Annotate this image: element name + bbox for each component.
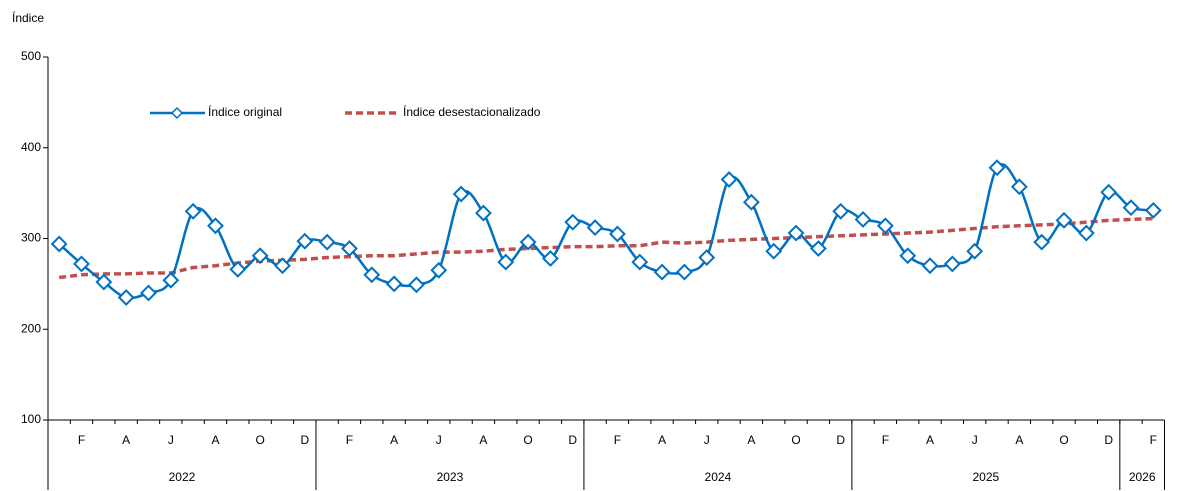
marker xyxy=(408,276,425,294)
x-tick-label: D xyxy=(1104,433,1113,447)
marker xyxy=(1122,199,1140,217)
legend-label: Índice original xyxy=(208,104,282,119)
marker xyxy=(1100,183,1118,201)
x-tick-label: J xyxy=(704,433,710,447)
marker xyxy=(631,253,649,271)
marker xyxy=(720,171,738,188)
marker xyxy=(430,261,448,279)
marker xyxy=(229,260,247,278)
year-label: 2022 xyxy=(169,470,196,484)
marker xyxy=(274,257,291,275)
y-tick-label: 400 xyxy=(21,140,41,154)
marker xyxy=(318,233,336,251)
marker xyxy=(765,242,783,260)
marker xyxy=(184,202,202,220)
marker xyxy=(251,247,269,265)
x-tick-label: O xyxy=(523,433,532,447)
x-tick-label: F xyxy=(1150,433,1157,447)
marker xyxy=(921,257,939,275)
marker xyxy=(653,263,671,281)
marker xyxy=(1033,233,1051,251)
x-tick-label: F xyxy=(882,433,889,447)
x-tick-label: A xyxy=(926,433,934,447)
marker xyxy=(698,249,716,266)
x-tick-label: F xyxy=(346,433,353,447)
marker xyxy=(586,219,604,237)
x-tick-label: F xyxy=(614,433,621,447)
marker xyxy=(542,250,559,267)
x-tick-label: O xyxy=(255,433,264,447)
year-label: 2026 xyxy=(1129,470,1156,484)
marker xyxy=(988,159,1006,177)
y-tick-label: 300 xyxy=(21,231,41,245)
series-line xyxy=(58,163,1154,300)
marker xyxy=(1077,224,1095,242)
marker xyxy=(675,263,693,281)
x-tick-label: D xyxy=(568,433,577,447)
marker xyxy=(876,217,894,235)
x-tick-label: J xyxy=(972,433,978,447)
marker xyxy=(50,235,68,253)
y-tick-label: 500 xyxy=(21,49,41,63)
marker xyxy=(363,266,381,284)
marker xyxy=(519,233,537,251)
x-tick-label: J xyxy=(436,433,442,447)
x-tick-label: D xyxy=(300,433,309,447)
marker xyxy=(1144,201,1162,219)
x-tick-label: J xyxy=(168,433,174,447)
year-label: 2024 xyxy=(705,470,732,484)
x-tick-label: A xyxy=(658,433,666,447)
y-tick-label: 200 xyxy=(21,321,41,335)
x-tick-label: A xyxy=(747,433,755,447)
marker xyxy=(95,273,113,291)
marker xyxy=(452,185,470,203)
marker xyxy=(809,240,827,257)
marker xyxy=(341,240,358,257)
marker xyxy=(117,289,135,306)
marker xyxy=(385,275,403,293)
marker xyxy=(296,232,314,250)
marker xyxy=(943,255,961,273)
marker xyxy=(73,255,90,273)
marker xyxy=(207,217,224,235)
x-tick-label: A xyxy=(390,433,398,447)
x-tick-label: A xyxy=(122,433,130,447)
x-tick-label: A xyxy=(479,433,487,447)
marker xyxy=(162,271,180,289)
marker xyxy=(742,193,760,211)
marker xyxy=(497,253,515,271)
marker xyxy=(966,242,984,260)
marker xyxy=(787,224,805,242)
marker xyxy=(564,213,582,231)
marker xyxy=(854,211,872,228)
marker xyxy=(1055,211,1073,229)
marker xyxy=(899,247,917,265)
legend-marker xyxy=(170,106,184,120)
y-tick-label: 100 xyxy=(21,412,41,426)
year-label: 2023 xyxy=(437,470,464,484)
marker xyxy=(140,284,157,302)
x-tick-label: O xyxy=(1059,433,1068,447)
x-tick-label: A xyxy=(1015,433,1023,447)
x-tick-label: D xyxy=(836,433,845,447)
series-line xyxy=(58,216,1154,280)
legend-label: Índice desestacionalizado xyxy=(403,104,541,119)
marker xyxy=(609,225,626,243)
marker xyxy=(475,204,492,222)
marker xyxy=(1010,178,1028,196)
x-tick-label: A xyxy=(211,433,219,447)
y-axis-label: Índice xyxy=(12,10,44,25)
marker xyxy=(832,202,850,220)
x-tick-label: F xyxy=(78,433,85,447)
year-label: 2025 xyxy=(973,470,1000,484)
x-tick-label: O xyxy=(791,433,800,447)
